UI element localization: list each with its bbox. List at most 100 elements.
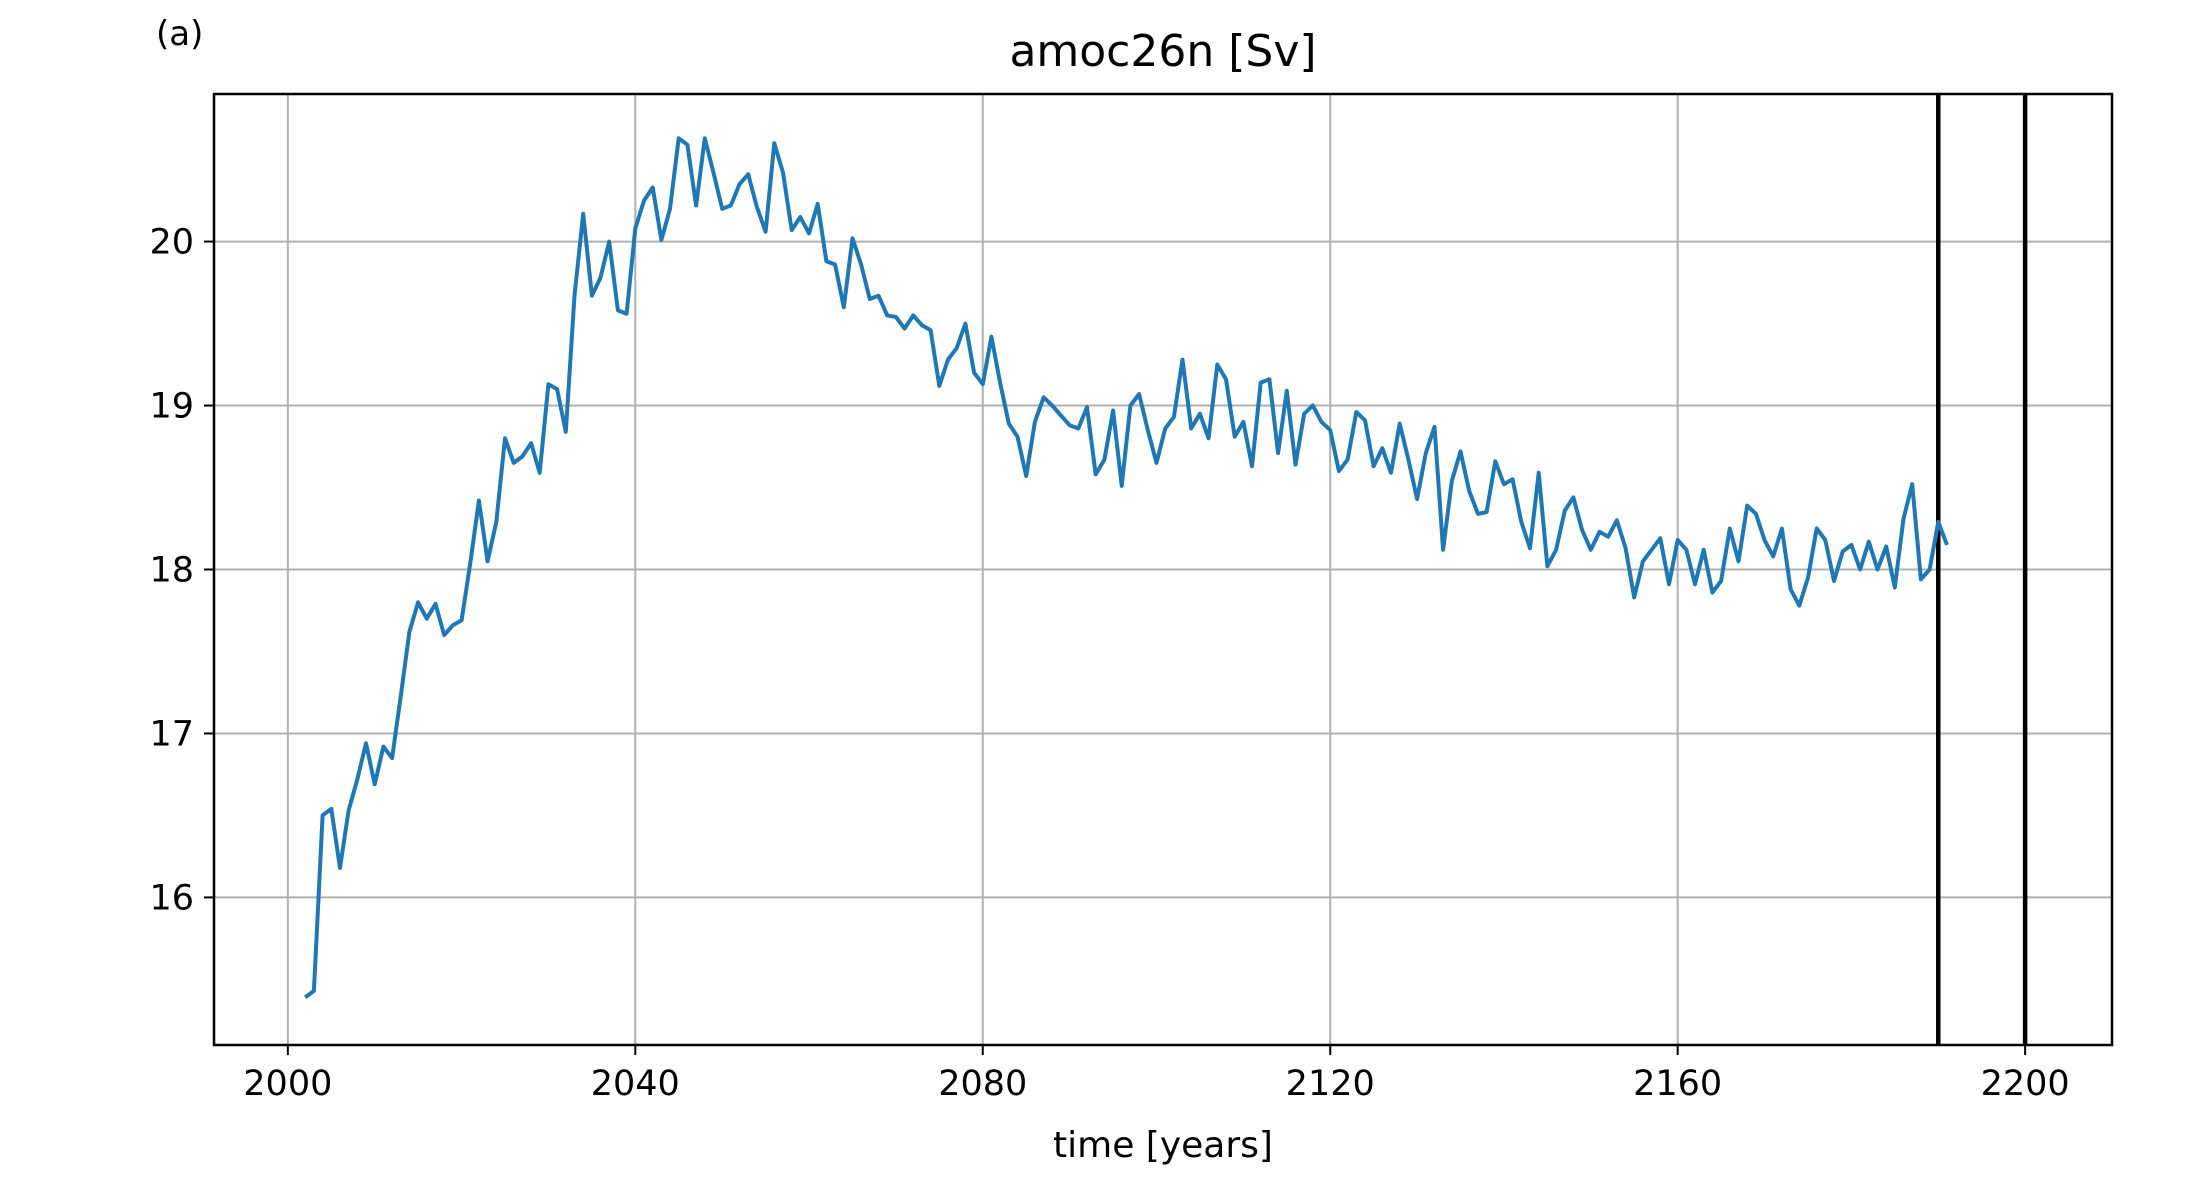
data-point [1165,428,1166,429]
data-point [1104,459,1105,460]
data-point [1790,589,1791,590]
data-point [991,336,992,337]
data-point [1747,505,1748,506]
data-point [643,200,644,201]
data-point [1069,425,1070,426]
data-point [583,213,584,214]
data-point [1894,587,1895,588]
data-point [817,203,818,204]
data-point [1495,461,1496,462]
data-point [1208,438,1209,439]
data-point [1868,541,1869,542]
data-point [557,389,558,390]
data-point [1217,364,1218,365]
data-point [626,313,627,314]
data-point [1773,556,1774,557]
data-point [1469,490,1470,491]
data-point [1260,382,1261,383]
data-point [1677,539,1678,540]
axis-ticks: 2000 2040 2080 2120 2160 2200 16 17 18 19 20 [149,223,2069,1104]
data-point [470,562,471,563]
data-point [1182,359,1183,360]
data-point [1252,466,1253,467]
vertical-lines [1936,94,2028,1045]
data-point [1651,549,1652,550]
data-point [513,462,514,463]
data-point [635,228,636,229]
data-point [1043,397,1044,398]
data-point [1434,426,1435,427]
data-point [1052,405,1053,406]
data-point [496,521,497,522]
data-point [1686,549,1687,550]
data-point [1886,546,1887,547]
data-point [1668,584,1669,585]
data-point [800,216,801,217]
data-point [426,618,427,619]
data-point [1460,451,1461,452]
data-point [1382,448,1383,449]
data-point [661,239,662,240]
data-point [982,384,983,385]
data-point [722,208,723,209]
data-point [504,438,505,439]
data-point [1234,436,1235,437]
data-point [322,815,323,816]
data-point [670,208,671,209]
data-point [1729,528,1730,529]
y-tick-label: 19 [149,387,194,427]
data-point [1373,466,1374,467]
data-point [1946,544,1947,545]
data-point [739,184,740,185]
data-point [1286,390,1287,391]
data-point [1660,538,1661,539]
data-point [531,443,532,444]
data-point [730,205,731,206]
data-point [1191,428,1192,429]
data-point [1712,592,1713,593]
data-point [652,187,653,188]
data-point [1408,459,1409,460]
data-point [1799,605,1800,606]
data-point [861,264,862,265]
data-point [791,230,792,231]
data-point [1269,379,1270,380]
data-point [1139,394,1140,395]
data-point [1330,430,1331,431]
data-point [1755,513,1756,514]
data-point [956,348,957,349]
data-point [1086,407,1087,408]
x-tick-label: 2000 [243,1064,332,1104]
data-point [1443,549,1444,550]
data-point [435,603,436,604]
data-point [1451,480,1452,481]
data-point [835,264,836,265]
data-point [591,295,592,296]
data-point [1556,549,1557,550]
data-point [522,456,523,457]
data-point [1929,569,1930,570]
data-point [1017,436,1018,437]
data-point [687,144,688,145]
data-point [843,307,844,308]
data-point [809,233,810,234]
data-point [704,138,705,139]
x-axis-label: time [years] [1053,1125,1273,1166]
data-point [366,743,367,744]
data-point [574,295,575,296]
data-point [617,310,618,311]
data-point [1173,417,1174,418]
data-point [1243,421,1244,422]
data-point [1399,423,1400,424]
data-point [461,620,462,621]
data-point [1130,405,1131,406]
data-point [565,431,566,432]
data-point [1417,498,1418,499]
data-point [313,990,314,991]
data-point [1825,539,1826,540]
data-point [1599,531,1600,532]
data-point [1199,413,1200,414]
data-point [478,500,479,501]
x-tick-label: 2120 [1286,1064,1375,1104]
data-point [1008,423,1009,424]
